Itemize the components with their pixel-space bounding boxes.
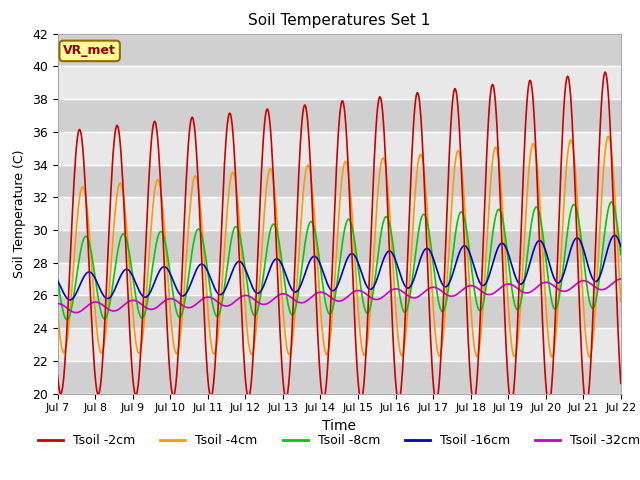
- Y-axis label: Soil Temperature (C): Soil Temperature (C): [13, 149, 26, 278]
- Bar: [58, 361, 621, 394]
- Bar: [58, 230, 621, 263]
- Legend: Tsoil -2cm, Tsoil -4cm, Tsoil -8cm, Tsoil -16cm, Tsoil -32cm: Tsoil -2cm, Tsoil -4cm, Tsoil -8cm, Tsoi…: [33, 429, 640, 452]
- Bar: [58, 165, 621, 197]
- Title: Soil Temperatures Set 1: Soil Temperatures Set 1: [248, 13, 430, 28]
- Bar: [58, 99, 621, 132]
- X-axis label: Time: Time: [322, 419, 356, 433]
- Text: VR_met: VR_met: [63, 44, 116, 58]
- Bar: [58, 295, 621, 328]
- Bar: [58, 34, 621, 66]
